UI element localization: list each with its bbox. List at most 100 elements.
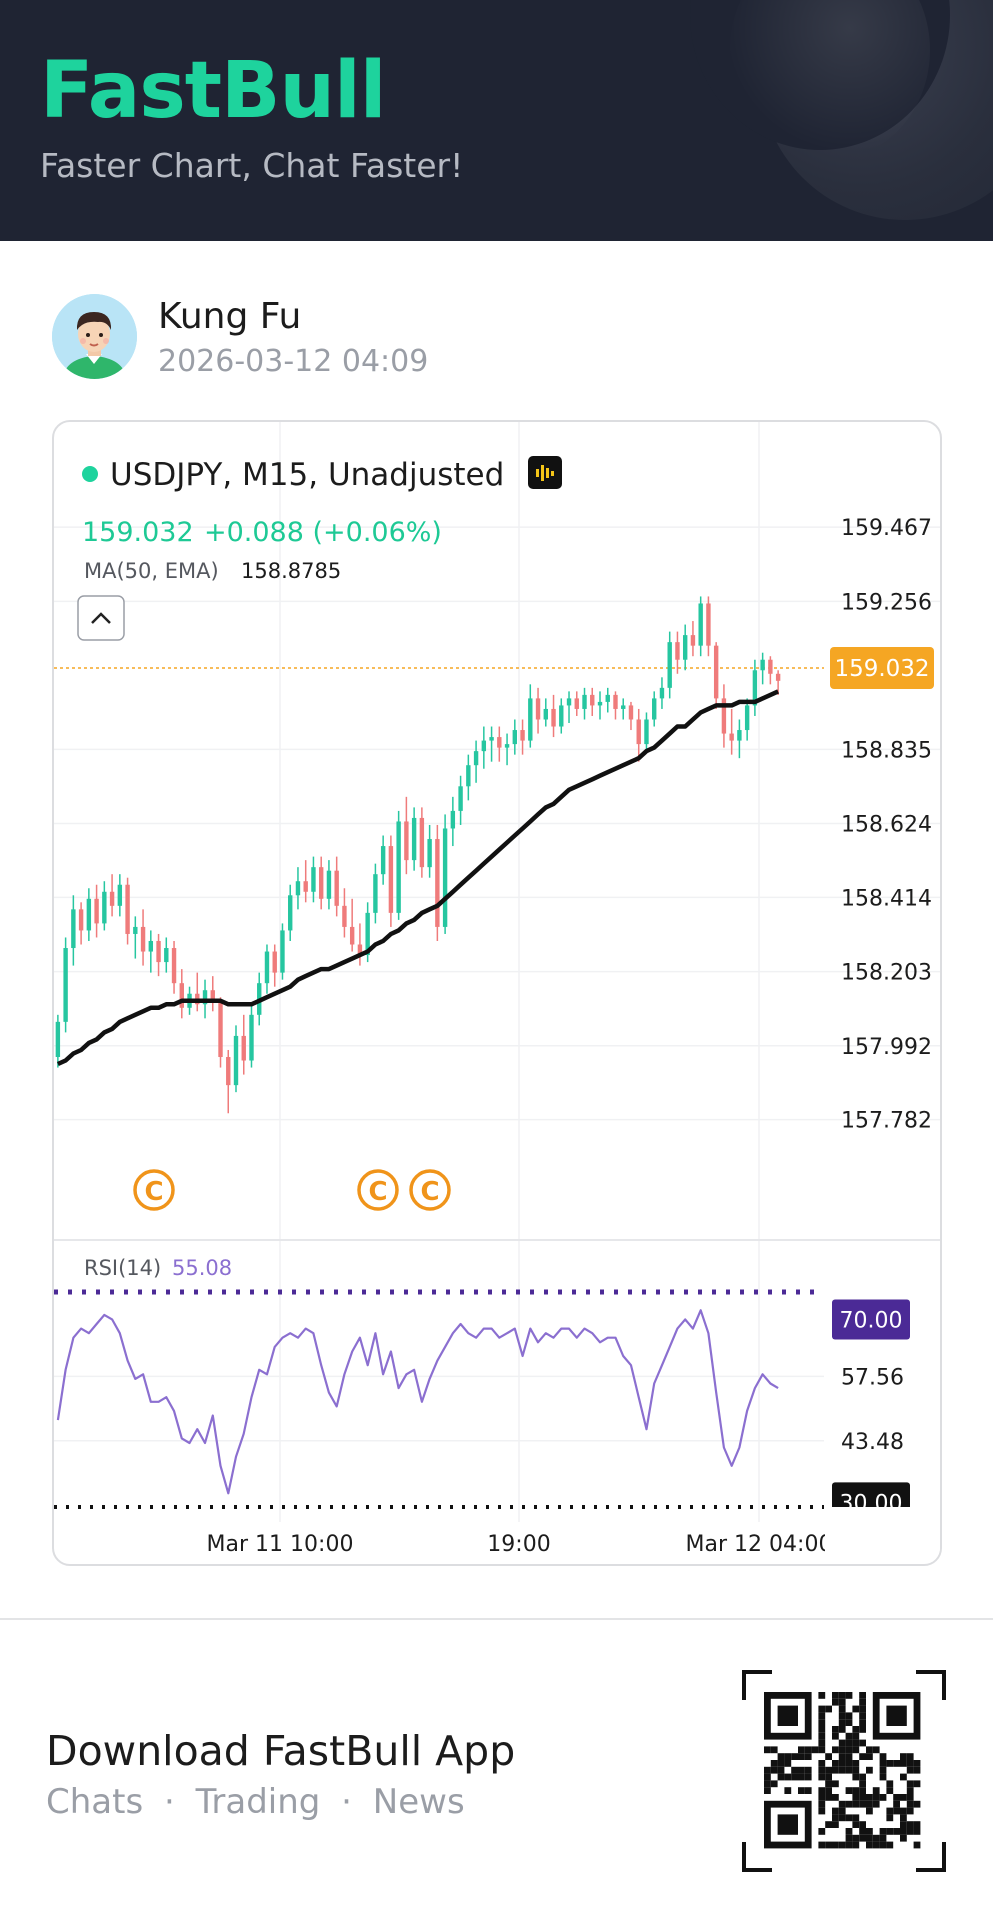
candle [226,1049,231,1114]
qr-code-icon [742,1670,946,1872]
tagline: Faster Chart, Chat Faster! [40,146,464,185]
download-title: Download FastBull App [46,1727,516,1775]
candle [652,691,657,727]
candle [590,687,595,716]
candle [675,631,680,674]
candle [644,712,649,752]
download-features: Chats · Trading · News [46,1782,646,1822]
chevron-up-icon [91,612,111,624]
candle [109,874,115,917]
candle [164,937,169,973]
candle [288,884,293,941]
x-tick-label: Mar 11 10:00 [207,1532,354,1557]
candle [744,698,750,741]
candle [713,642,719,709]
candle [597,691,603,720]
rsi-line [56,1309,779,1495]
svg-text:159.032: 159.032 [834,656,929,682]
candle [566,691,572,724]
candle [435,824,440,941]
candle [520,719,525,755]
candle [280,923,285,980]
candle [442,814,448,934]
rsi-tick-label: 43.48 [841,1430,904,1455]
candle [504,733,510,766]
candle [682,624,688,671]
last-price-tag: 159.032 [830,647,934,689]
candle [605,687,610,713]
candle [55,1014,61,1068]
candle [233,1025,239,1093]
candle [659,677,665,709]
avatar[interactable] [52,294,137,379]
candle [342,888,347,938]
candle [249,1004,254,1068]
candle [63,937,68,1033]
candle [473,740,479,783]
event-marker[interactable]: C [357,1169,399,1211]
y-tick-label: 158.414 [841,886,932,911]
y-tick-label: 159.467 [841,516,932,541]
rsi-value: 55.08 [172,1256,232,1280]
price-change: +0.088 (+0.06%) [204,517,442,548]
candle [613,691,618,720]
rsi-70-tag: 70.00 [832,1299,910,1340]
separator: · [341,1782,352,1822]
chart-canvas[interactable]: USDJPY, M15, Unadjusted 159.032 +0.088 (… [54,422,942,1566]
candle [179,969,184,1019]
y-tick-label: 159.256 [841,590,932,615]
y-tick-label: 158.835 [841,738,932,763]
candle [117,874,123,917]
post-timestamp: 2026-03-12 04:09 [158,344,429,379]
candle [760,652,765,685]
candle [156,933,161,977]
candle [396,810,401,920]
candle [721,684,727,748]
avatar-person-icon [52,294,137,379]
candle [636,708,641,762]
candle [497,726,502,762]
candle [295,867,301,910]
audio-indicator-icon[interactable] [528,456,562,489]
chart-card[interactable]: USDJPY, M15, Unadjusted 159.032 +0.088 (… [52,420,942,1566]
chart-grid [54,422,940,1522]
candle [380,835,386,885]
candle [551,694,556,738]
candle [481,726,487,769]
event-marker[interactable]: C [409,1169,451,1211]
candle [559,698,564,734]
y-tick-label: 158.203 [841,961,932,986]
rsi-label: RSI(14) [84,1256,161,1280]
fastbull-logo: FastBull [40,46,387,136]
qr-code[interactable] [742,1670,946,1872]
candle [752,659,758,716]
x-tick-mask [825,1522,940,1562]
candle [311,856,316,903]
candle [318,856,324,910]
user-name: Kung Fu [158,296,302,337]
candle [125,877,130,945]
candle [698,596,703,657]
candle [388,835,394,927]
svg-text:C: C [420,1177,439,1207]
candle [94,884,99,938]
candle [404,796,409,875]
candle [78,902,84,945]
candle [427,824,432,878]
footer-divider [0,1618,993,1620]
candle [195,972,200,1012]
candle [140,909,146,966]
event-marker[interactable]: C [133,1169,175,1211]
candle [737,719,742,759]
candle [512,719,518,755]
current-price: 159.032 [82,517,194,548]
candle [148,930,154,973]
feature-trading: Trading [195,1782,321,1822]
candle [489,726,494,762]
collapse-button[interactable] [77,595,125,641]
candle [667,631,672,699]
candle [621,698,626,720]
candle [574,691,579,716]
candle [264,944,270,994]
